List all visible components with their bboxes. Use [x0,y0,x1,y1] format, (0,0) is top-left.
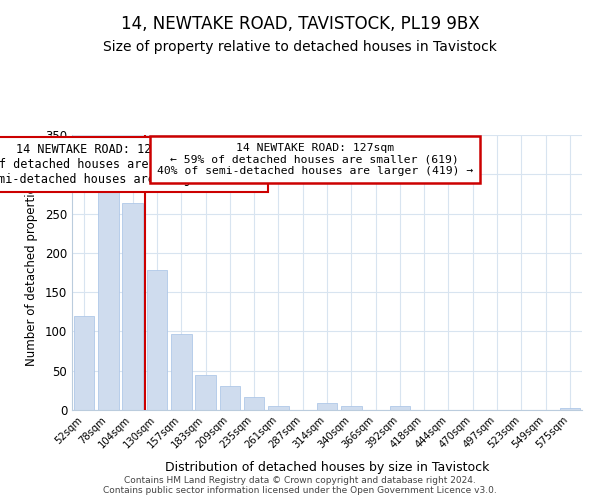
Bar [389,406,410,410]
Bar [122,204,143,410]
Bar [560,408,580,410]
Text: Contains HM Land Registry data © Crown copyright and database right 2024.
Contai: Contains HM Land Registry data © Crown c… [103,476,497,495]
Text: 14, NEWTAKE ROAD, TAVISTOCK, PL19 9BX: 14, NEWTAKE ROAD, TAVISTOCK, PL19 9BX [121,15,479,33]
Bar [171,334,191,410]
Text: Distribution of detached houses by size in Tavistock: Distribution of detached houses by size … [165,461,489,474]
Bar [220,386,240,410]
Bar [146,270,167,410]
Text: Size of property relative to detached houses in Tavistock: Size of property relative to detached ho… [103,40,497,54]
Bar [195,374,216,410]
Bar [341,406,362,410]
Text: 14 NEWTAKE ROAD: 127sqm
← 59% of detached houses are smaller (619)
40% of semi-d: 14 NEWTAKE ROAD: 127sqm ← 59% of detache… [157,143,473,176]
Bar [244,398,265,410]
Bar [98,186,119,410]
Text: 14 NEWTAKE ROAD: 127sqm
← 59% of detached houses are smaller (619)
40% of semi-d: 14 NEWTAKE ROAD: 127sqm ← 59% of detache… [0,143,262,186]
Bar [317,403,337,410]
Bar [74,316,94,410]
Y-axis label: Number of detached properties: Number of detached properties [25,180,38,366]
Bar [268,406,289,410]
